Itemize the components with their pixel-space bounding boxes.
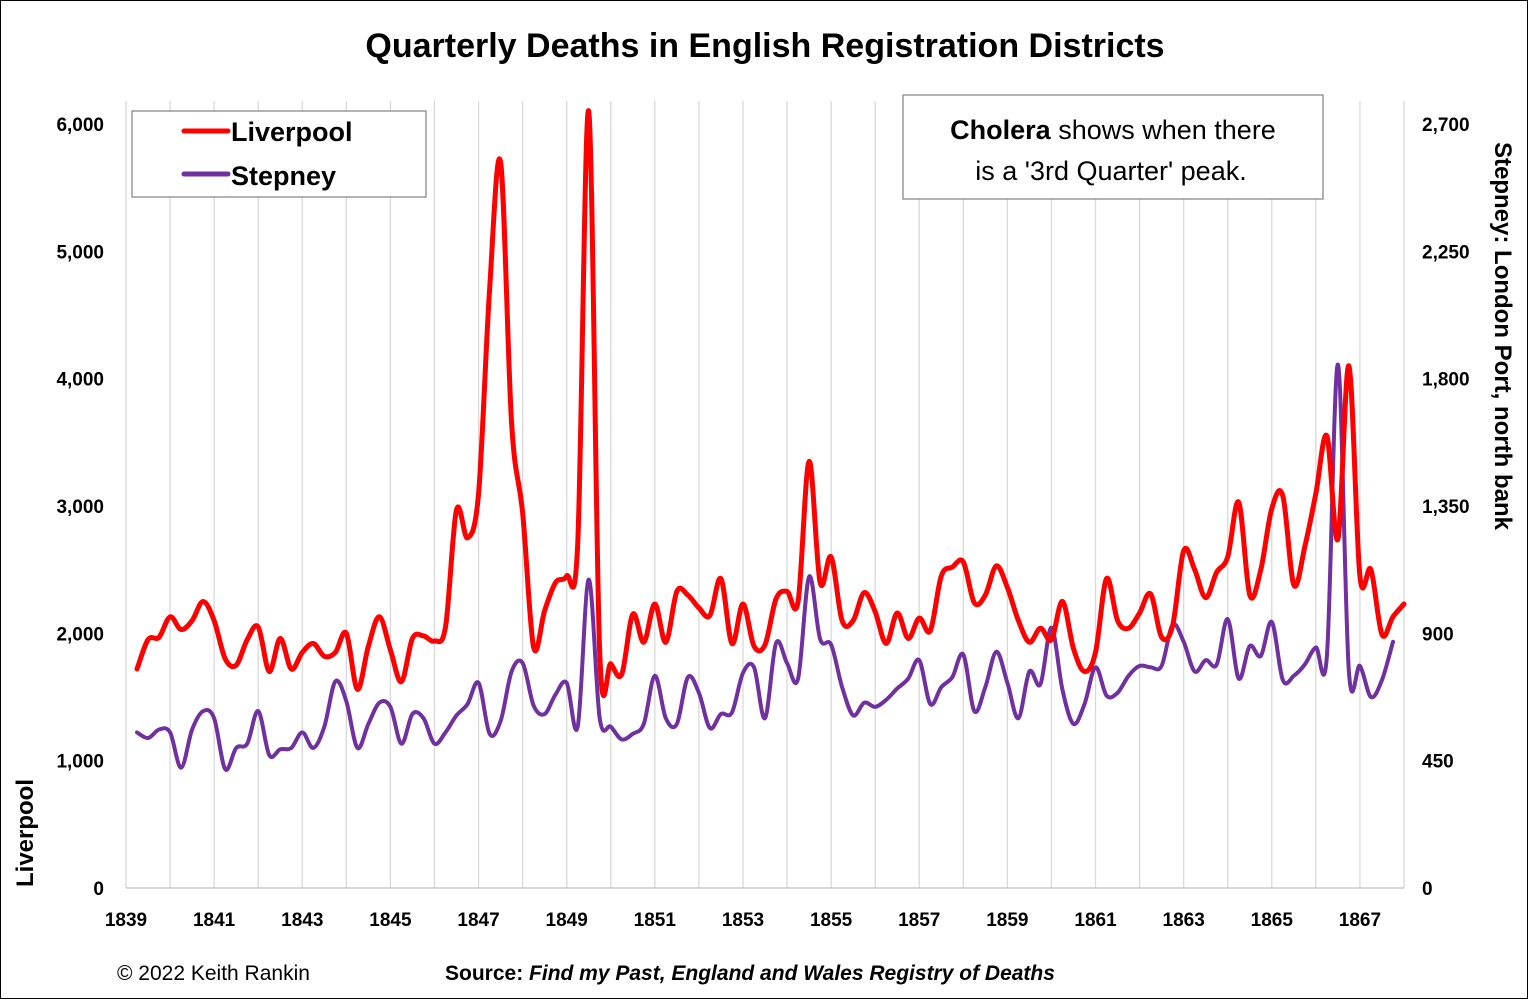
left-tick-label: 5,000 bbox=[56, 242, 104, 263]
x-axis-ticks: 1839 1841 1843 1845 1847 1849 1851 1853 1855 1857… bbox=[105, 910, 1381, 931]
footer-source: Source: Find my Past, England and Wales … bbox=[445, 962, 1055, 985]
legend: Liverpool Stepney bbox=[131, 110, 427, 198]
left-tick-label: 4,000 bbox=[56, 370, 104, 391]
left-tick-label: 0 bbox=[93, 879, 104, 900]
left-tick-label: 6,000 bbox=[56, 115, 104, 136]
right-axis-label: Stepney: London Port, north bank bbox=[1489, 142, 1516, 531]
footer-source-text: Find my Past, England and Wales Registry… bbox=[529, 962, 1055, 985]
gridlines bbox=[125, 101, 1405, 889]
x-tick-label: 1857 bbox=[898, 910, 940, 931]
annotation-box: Cholera shows when there is a '3rd Quart… bbox=[902, 94, 1324, 200]
x-tick-label: 1867 bbox=[1339, 910, 1381, 931]
x-tick-label: 1865 bbox=[1251, 910, 1294, 931]
left-tick-label: 1,000 bbox=[56, 752, 104, 773]
x-tick-label: 1847 bbox=[457, 910, 499, 931]
right-tick-label: 1,800 bbox=[1422, 370, 1470, 391]
x-tick-label: 1845 bbox=[369, 910, 412, 931]
right-axis-label-bold: Stepney bbox=[1489, 142, 1516, 236]
chart-title: Quarterly Deaths in English Registration… bbox=[365, 27, 1164, 65]
footer-copyright: © 2022 Keith Rankin bbox=[117, 962, 310, 985]
right-tick-label: 2,250 bbox=[1422, 242, 1470, 263]
x-tick-label: 1839 bbox=[105, 910, 147, 931]
left-axis-label: Liverpool bbox=[12, 779, 39, 887]
x-tick-label: 1843 bbox=[281, 910, 323, 931]
annotation-line-2: is a '3rd Quarter' peak. bbox=[975, 156, 1246, 186]
annotation-bold: Cholera bbox=[950, 115, 1052, 145]
x-tick-label: 1853 bbox=[722, 910, 764, 931]
series-lines bbox=[134, 108, 1407, 772]
legend-label-liverpool: Liverpool bbox=[231, 117, 353, 147]
annotation-rest: shows when there bbox=[1051, 115, 1276, 145]
x-tick-label: 1841 bbox=[193, 910, 236, 931]
legend-label-stepney: Stepney bbox=[231, 161, 336, 191]
right-tick-label: 0 bbox=[1422, 879, 1433, 900]
right-tick-label: 2,700 bbox=[1422, 115, 1470, 136]
series-line-liverpool bbox=[134, 108, 1407, 699]
annotation-line-1: Cholera shows when there bbox=[950, 115, 1276, 145]
right-tick-label: 900 bbox=[1422, 624, 1454, 645]
x-tick-label: 1861 bbox=[1074, 910, 1117, 931]
x-tick-label: 1849 bbox=[546, 910, 588, 931]
right-tick-label: 450 bbox=[1422, 752, 1454, 773]
right-axis-label-rest: : London Port, north bank bbox=[1489, 235, 1516, 530]
x-tick-label: 1855 bbox=[810, 910, 853, 931]
left-axis-ticks: 0 1,000 2,000 3,000 4,000 5,000 6,000 bbox=[56, 115, 104, 900]
right-axis-ticks: 0 450 900 1,350 1,800 2,250 2,700 bbox=[1422, 115, 1470, 900]
series-line-stepney bbox=[135, 362, 1395, 772]
left-tick-label: 2,000 bbox=[56, 624, 104, 645]
x-tick-label: 1863 bbox=[1163, 910, 1205, 931]
annotation-frame bbox=[902, 94, 1324, 200]
right-tick-label: 1,350 bbox=[1422, 497, 1470, 518]
legend-box bbox=[131, 110, 427, 198]
x-tick-label: 1851 bbox=[634, 910, 677, 931]
x-tick-label: 1859 bbox=[986, 910, 1028, 931]
footer-source-label: Source: bbox=[445, 962, 523, 985]
left-tick-label: 3,000 bbox=[56, 497, 104, 518]
